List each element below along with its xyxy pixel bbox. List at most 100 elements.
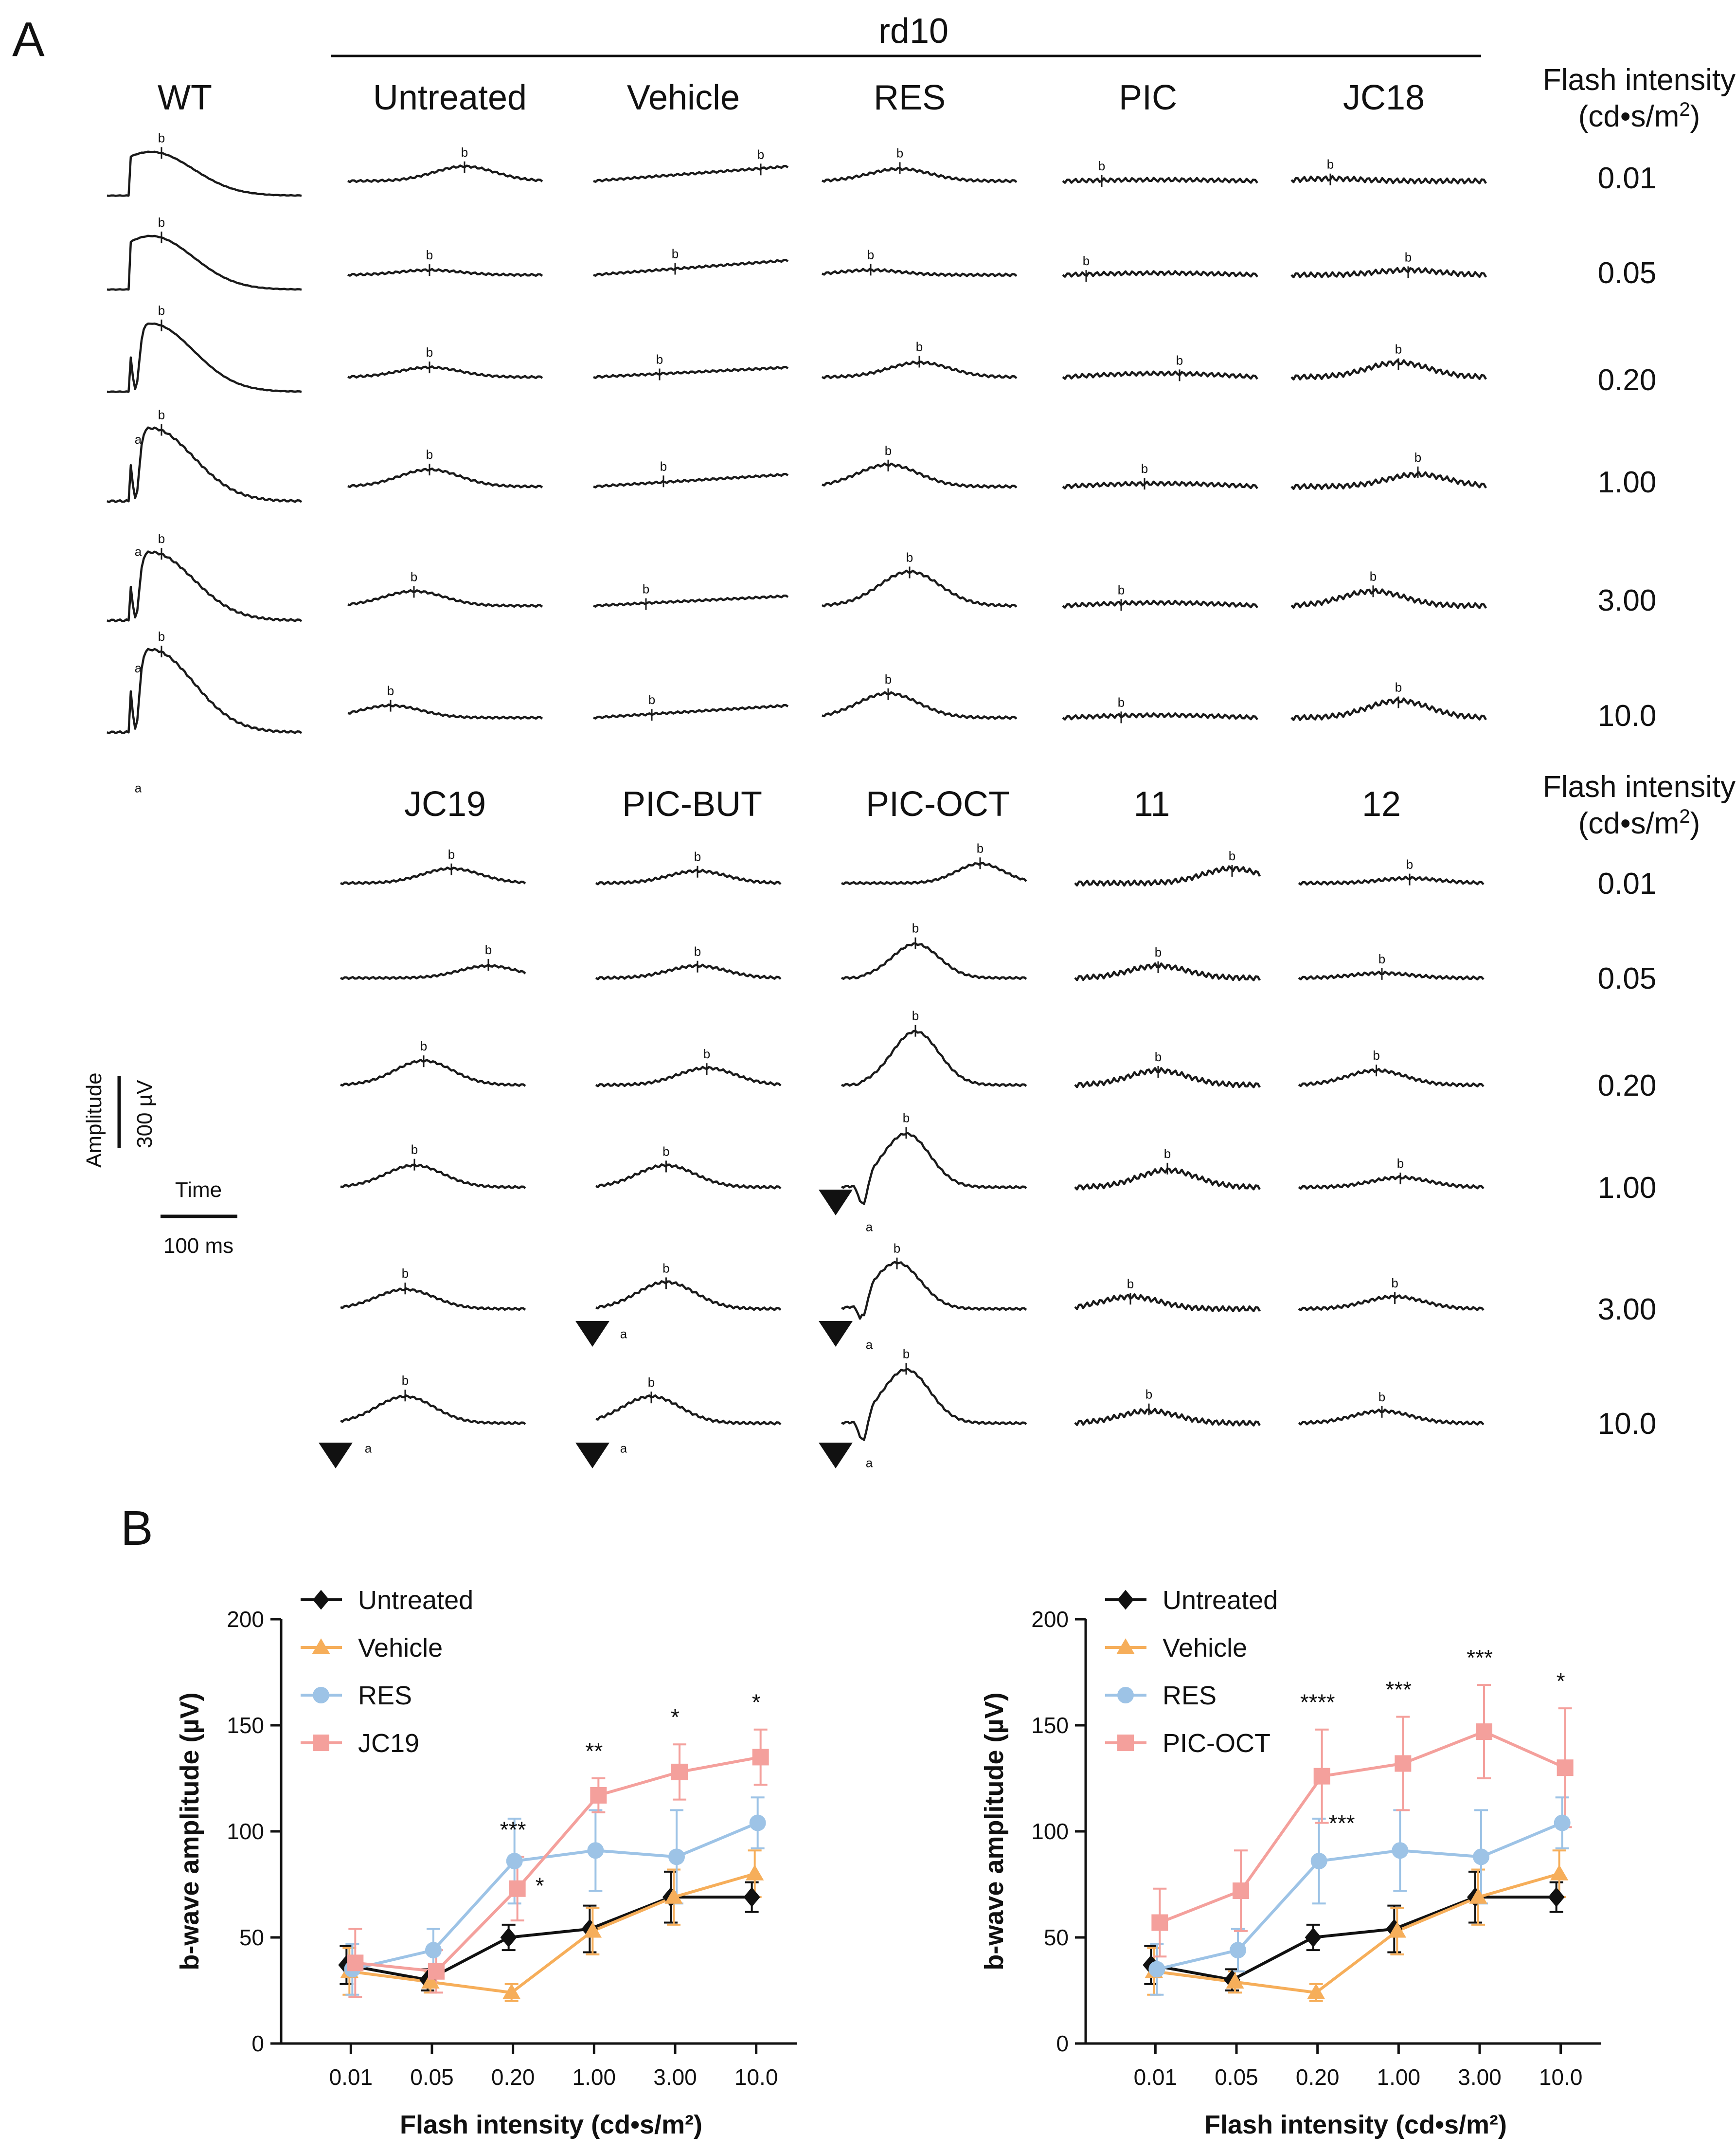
data-point-pic-oct <box>1151 1914 1168 1931</box>
significance-marker: * <box>1557 1668 1565 1694</box>
b-wave-label: b <box>1229 849 1235 863</box>
b-wave-label: b <box>672 246 679 261</box>
b-wave-label: b <box>906 550 913 565</box>
b-wave-label: b <box>1145 1387 1152 1402</box>
y-axis-title: b-wave amplitude (µV) <box>175 1692 204 1970</box>
b-wave-label: b <box>426 345 433 360</box>
b-wave-label: b <box>1155 945 1162 959</box>
intensity-label: 0.20 <box>1598 363 1657 397</box>
b-wave-label: b <box>448 847 455 862</box>
b-wave-label: b <box>648 1375 655 1390</box>
b-wave-label: b <box>1127 1276 1134 1291</box>
panel-b-label: B <box>121 1501 153 1555</box>
b-wave-label: b <box>903 1110 910 1125</box>
b-wave-label: b <box>757 147 764 162</box>
b-wave-label: b <box>1118 582 1125 597</box>
b-wave-label: b <box>461 145 468 160</box>
x-tick-label: 0.05 <box>410 2064 454 2090</box>
b-wave-label: b <box>660 459 667 473</box>
intensity-label: 0.20 <box>1598 1069 1657 1103</box>
x-tick-label: 3.00 <box>653 2064 697 2090</box>
b-wave-label: b <box>426 248 433 262</box>
a-wave-label: a <box>866 1220 873 1234</box>
intensity-label: 1.00 <box>1598 466 1657 499</box>
a-wave-label: a <box>620 1441 627 1455</box>
erg-trace <box>1062 270 1258 278</box>
erg-trace <box>595 963 782 980</box>
y-tick-label: 150 <box>227 1713 264 1738</box>
erg-trace <box>595 1280 782 1311</box>
erg-trace <box>340 1059 526 1087</box>
intensity-label: 10.0 <box>1598 699 1657 733</box>
amplitude-scale-value: 300 µV <box>133 1080 157 1148</box>
a-wave-label: a <box>135 432 142 447</box>
column-header: PIC-OCT <box>866 785 1010 824</box>
erg-trace <box>841 862 1027 886</box>
intensity-label: 3.00 <box>1598 1293 1657 1326</box>
erg-trace <box>1290 588 1487 609</box>
b-wave-label: b <box>402 1266 409 1281</box>
column-header: PIC <box>1119 78 1177 117</box>
b-wave-label: b <box>1378 1390 1385 1404</box>
data-point-jc19 <box>509 1880 526 1897</box>
erg-trace <box>347 589 543 608</box>
data-point-res <box>1554 1814 1571 1831</box>
erg-trace <box>107 550 303 623</box>
b-wave-label: b <box>158 215 165 230</box>
flash-header-bottom-line1: Flash intensity <box>1543 770 1736 804</box>
b-wave-label: b <box>1176 353 1183 367</box>
b-wave-label: b <box>158 531 165 546</box>
intensity-label: 1.00 <box>1598 1171 1657 1205</box>
b-wave-label: b <box>158 629 165 644</box>
erg-trace <box>347 268 543 277</box>
significance-marker: * <box>536 1873 544 1899</box>
data-point-res <box>1230 1942 1246 1959</box>
x-tick-label: 0.05 <box>1215 2064 1258 2090</box>
b-wave-label: b <box>1373 1048 1379 1063</box>
b-wave-label: b <box>1405 250 1412 264</box>
significance-marker: * <box>752 1690 761 1715</box>
data-point-untreated <box>743 1887 760 1907</box>
amplitude-scale-label: Amplitude <box>82 1072 106 1168</box>
significance-marker: ** <box>585 1738 603 1764</box>
b-wave-label: b <box>1414 450 1421 465</box>
x-axis-title: Flash intensity (cd•s/m²) <box>400 2110 702 2139</box>
erg-trace <box>340 963 526 980</box>
arrowhead-marker <box>819 1321 853 1347</box>
erg-trace <box>347 703 543 720</box>
b-wave-label: b <box>1118 695 1125 709</box>
legend-label: Vehicle <box>358 1633 443 1663</box>
erg-trace <box>593 259 789 277</box>
b-wave-label: b <box>387 684 394 698</box>
b-wave-label: b <box>411 569 417 584</box>
erg-trace <box>595 868 782 886</box>
intensity-label: 3.00 <box>1598 584 1657 617</box>
arrowhead-marker <box>319 1443 353 1468</box>
column-header: Vehicle <box>627 78 740 117</box>
time-scale-value: 100 ms <box>163 1234 233 1258</box>
legend-label: JC19 <box>358 1729 419 1758</box>
data-point-vehicle <box>1550 1864 1569 1881</box>
erg-trace <box>1290 175 1487 185</box>
column-header: JC18 <box>1343 78 1425 117</box>
legend-marker <box>313 1735 329 1751</box>
erg-trace <box>822 268 1018 277</box>
intensity-label: 10.0 <box>1598 1407 1657 1441</box>
x-tick-label: 0.20 <box>491 2064 535 2090</box>
b-wave-label: b <box>648 692 655 707</box>
series-line-vehicle <box>349 1872 755 1994</box>
data-point-res <box>587 1842 604 1859</box>
x-tick-label: 3.00 <box>1458 2064 1502 2090</box>
a-wave-label: a <box>866 1337 873 1352</box>
flash-header-bottom-line2: (cd•s/m2) <box>1578 806 1700 840</box>
erg-trace <box>1290 471 1487 490</box>
column-header: RES <box>874 78 946 117</box>
a-wave-label: a <box>135 781 142 796</box>
intensity-label: 0.01 <box>1598 867 1657 901</box>
data-point-res <box>1148 1961 1165 1978</box>
data-point-res <box>1473 1848 1489 1865</box>
data-point-untreated <box>1548 1887 1565 1907</box>
y-tick-label: 0 <box>1056 2031 1069 2056</box>
intensity-labels-bottom: 0.01 0.05 0.20 1.00 3.00 10.0 <box>1598 867 1657 1441</box>
b-wave-label: b <box>158 408 165 422</box>
